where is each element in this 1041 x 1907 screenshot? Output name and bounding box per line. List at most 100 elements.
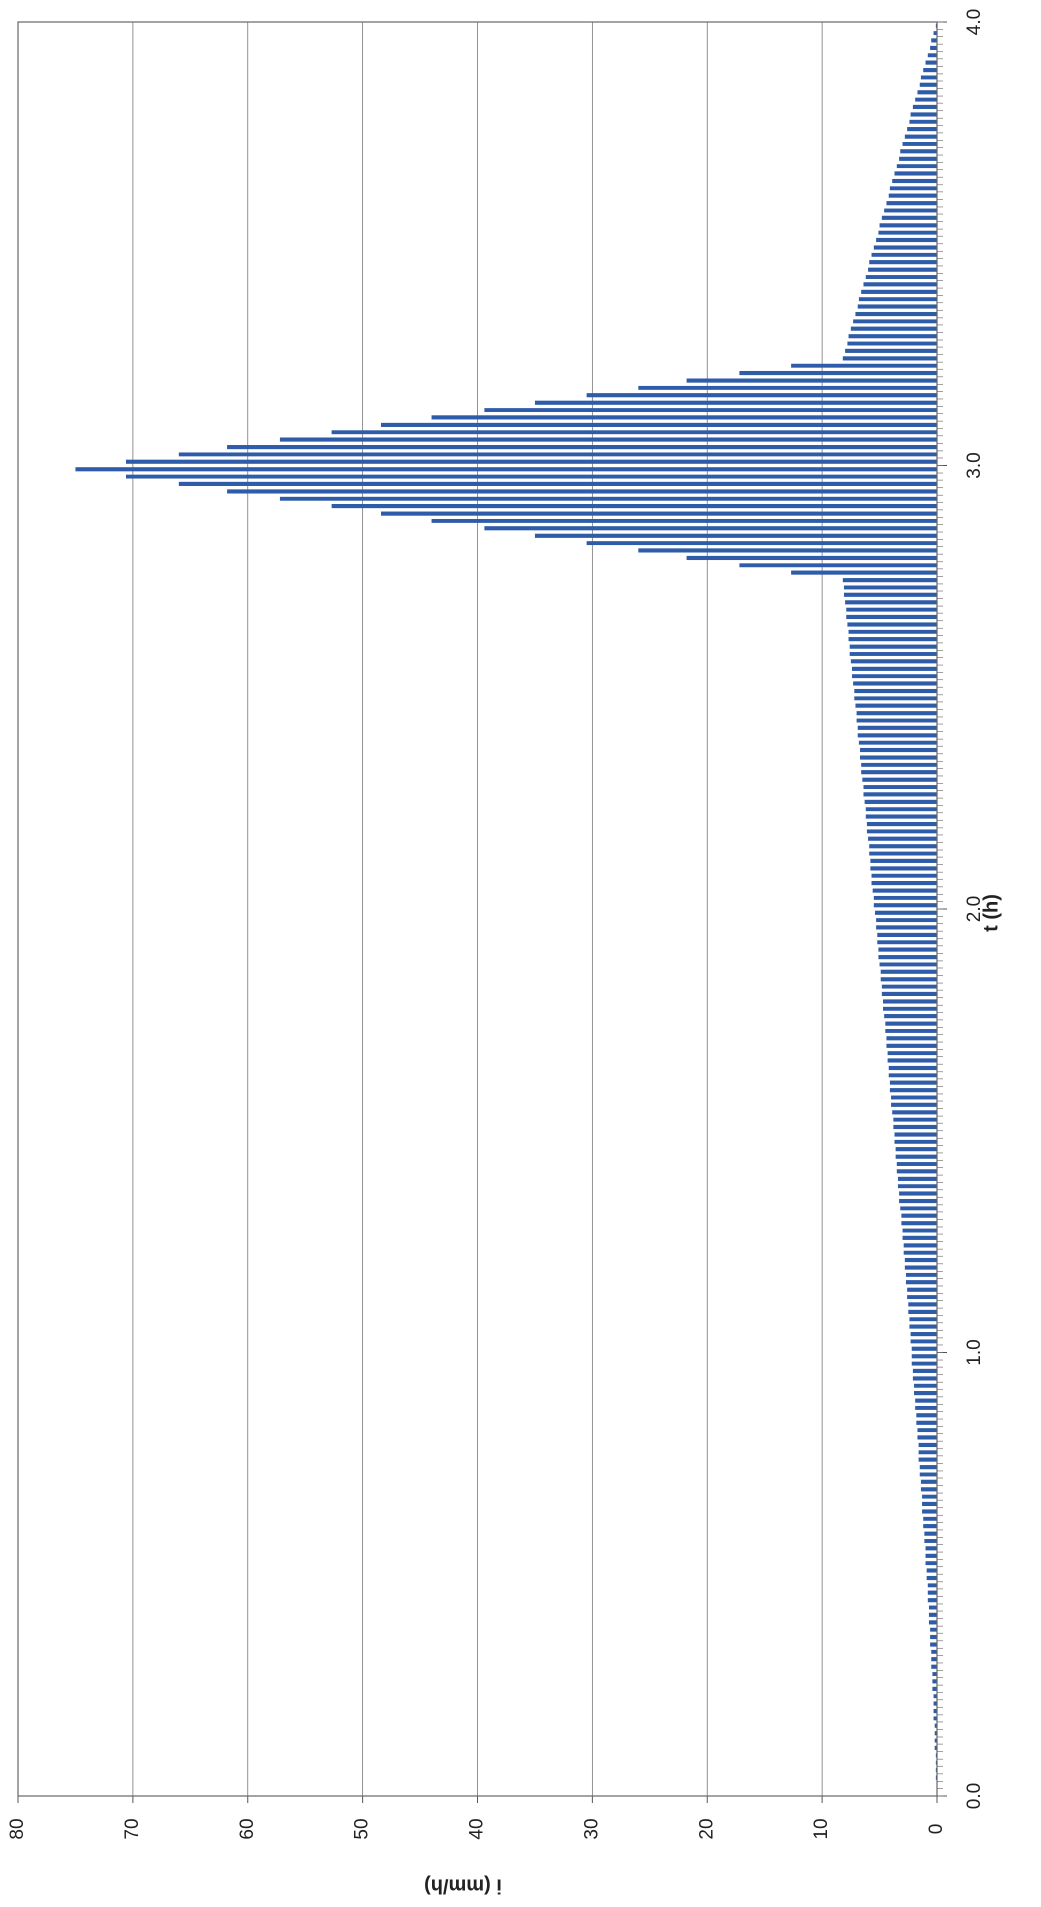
bar — [871, 873, 937, 878]
bar — [856, 711, 937, 716]
bar — [932, 1686, 937, 1691]
bar — [918, 1450, 937, 1455]
bar — [914, 1391, 937, 1396]
bar — [923, 68, 937, 73]
bar — [534, 533, 937, 538]
bar — [894, 171, 937, 176]
bar — [848, 334, 937, 339]
bar — [853, 681, 937, 686]
bar — [881, 215, 937, 220]
bar — [883, 1006, 937, 1011]
bar — [871, 880, 937, 886]
bar — [892, 1110, 937, 1115]
bar — [876, 237, 937, 243]
bar — [866, 829, 937, 834]
bar — [905, 1280, 937, 1285]
x-tick-label: 0.0 — [964, 1783, 985, 1809]
y-axis-title: i (mm/h) — [424, 1875, 502, 1897]
bar — [863, 792, 937, 797]
bar — [889, 1080, 937, 1085]
bar — [930, 1627, 937, 1632]
bar — [902, 142, 937, 146]
bar — [880, 977, 937, 982]
bar — [862, 777, 937, 782]
bar — [865, 807, 937, 812]
bar — [920, 1479, 937, 1484]
bar — [886, 1036, 937, 1041]
bar — [909, 1317, 937, 1322]
bar — [873, 245, 937, 250]
bar — [849, 652, 937, 656]
y-tick-label: 20 — [696, 1818, 717, 1839]
bar — [919, 1465, 937, 1470]
bar — [848, 629, 937, 634]
bar — [879, 962, 937, 967]
bar — [125, 459, 938, 464]
bar — [925, 1561, 937, 1566]
bar — [912, 1368, 937, 1373]
bar — [922, 1501, 937, 1507]
bar — [865, 814, 937, 819]
bar — [920, 1487, 937, 1492]
bar — [877, 932, 937, 938]
bar — [930, 1642, 937, 1647]
bar — [870, 866, 937, 871]
bar — [855, 703, 937, 708]
bar — [891, 1095, 937, 1100]
bar — [904, 1265, 937, 1270]
bar — [908, 1309, 937, 1314]
bar — [872, 888, 937, 893]
bar — [739, 370, 937, 376]
bar — [843, 585, 937, 590]
bar — [926, 1568, 937, 1573]
bar — [331, 430, 937, 435]
bar — [900, 149, 937, 154]
bar — [893, 1117, 937, 1122]
bar — [845, 600, 937, 605]
bar — [878, 947, 937, 952]
bar — [848, 637, 937, 642]
bar — [934, 1738, 937, 1743]
bar — [933, 1716, 937, 1721]
bar — [843, 592, 937, 597]
y-tick-label: 50 — [352, 1818, 373, 1839]
bar — [908, 1302, 937, 1307]
bar — [861, 289, 937, 294]
x-tick-label: 4.0 — [964, 9, 985, 35]
bar — [911, 1361, 937, 1366]
bar — [934, 1723, 937, 1728]
bar — [914, 1383, 937, 1388]
bar — [922, 1509, 937, 1514]
bar — [381, 422, 937, 427]
bar — [897, 1176, 937, 1181]
bar — [842, 578, 937, 583]
bar — [854, 688, 937, 694]
bar — [865, 275, 937, 279]
bar — [907, 1287, 937, 1292]
bar — [861, 762, 937, 767]
bar — [178, 481, 937, 486]
bar — [932, 1672, 937, 1676]
bar — [888, 193, 937, 198]
bar — [870, 858, 937, 863]
bar — [876, 918, 937, 923]
bar — [854, 696, 937, 701]
bar — [869, 260, 937, 265]
bar — [928, 1605, 937, 1610]
bar — [891, 1102, 937, 1107]
bar — [919, 82, 937, 87]
bar — [916, 1413, 937, 1418]
bar — [933, 1694, 937, 1699]
bar — [931, 1649, 937, 1654]
bar — [909, 119, 937, 124]
bar — [638, 548, 937, 553]
bar — [484, 526, 937, 531]
y-tick-label: 70 — [122, 1818, 143, 1839]
bar — [927, 1583, 937, 1588]
bar — [855, 311, 937, 317]
bar — [75, 467, 937, 472]
bar — [934, 1745, 937, 1750]
bar — [899, 1198, 937, 1204]
bar — [900, 1206, 937, 1211]
